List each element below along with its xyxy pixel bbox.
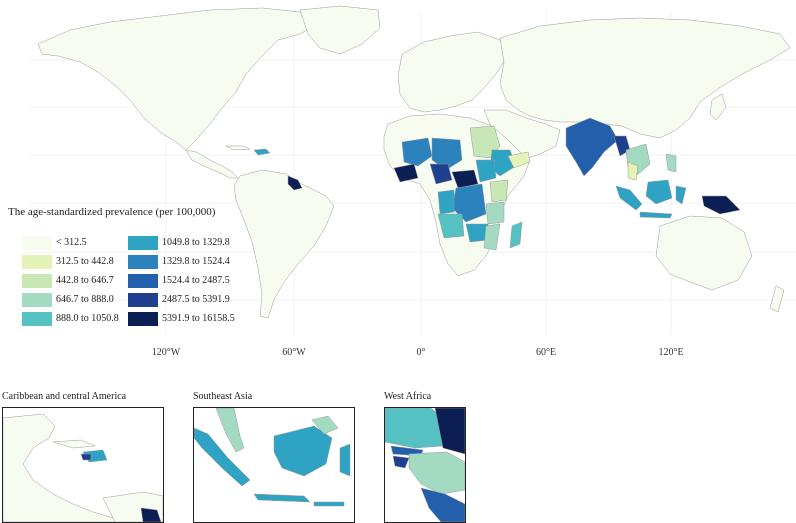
legend-label: 646.7 to 888.0 (56, 294, 114, 305)
inset-map-caribbean (2, 407, 164, 523)
inset-title-caribbean: Caribbean and central America (2, 391, 127, 402)
cote-ghana-region (393, 163, 419, 183)
central-african-region (451, 169, 479, 189)
legend-swatch (128, 312, 158, 326)
guinea-inset (408, 451, 465, 495)
europe-landmass (397, 31, 507, 113)
mozambique-region (483, 223, 501, 251)
longitude-label: 0° (416, 347, 426, 358)
thailand-region (627, 161, 639, 181)
philippines (665, 153, 677, 173)
legend-swatch (128, 236, 158, 250)
legend-label: 1329.8 to 1524.4 (162, 256, 230, 267)
world-map (30, 5, 796, 335)
west-sahel-region (401, 137, 433, 167)
greenland-landmass (299, 5, 381, 55)
legend-title: The age-standardized prevalence (per 100… (8, 206, 216, 218)
gabon-congo-region (437, 189, 455, 215)
cuba (52, 439, 96, 449)
sabah-inset (311, 415, 339, 435)
sulawesi-inset (339, 443, 351, 477)
sierra-leone-inset (420, 487, 465, 522)
caribbean-islands (225, 145, 251, 151)
inset-map-west-africa (384, 407, 466, 523)
legend-swatch (128, 255, 158, 269)
sulawesi (675, 185, 687, 205)
legend-label: 888.0 to 1050.8 (56, 313, 119, 324)
south-sudan-region (475, 159, 497, 183)
new-zealand (769, 285, 785, 313)
legend-label: 5391.9 to 16158.5 (162, 313, 235, 324)
central-america-landmass (185, 149, 239, 179)
new-guinea (701, 195, 741, 215)
sumatra (615, 185, 643, 211)
inset-title-west-africa: West Africa (384, 391, 432, 402)
legend-label: 1524.4 to 2487.5 (162, 275, 230, 286)
legend-label: 312.5 to 442.8 (56, 256, 114, 267)
hispaniola (253, 148, 271, 156)
lesser-sunda-inset (313, 501, 345, 507)
sumatra-inset (194, 427, 251, 487)
borneo (645, 179, 673, 205)
angola-region (437, 213, 465, 239)
malay-peninsula-inset (215, 408, 245, 453)
niger-chad-region (431, 137, 463, 171)
java-inset (253, 493, 311, 503)
legend-label: 2487.5 to 5391.9 (162, 294, 230, 305)
horn-region (507, 151, 531, 169)
inset-caribbean-svg (3, 413, 163, 522)
legend-swatch (22, 255, 52, 269)
legend-swatch (22, 312, 52, 326)
australia-landmass (655, 215, 753, 291)
asia-landmass (499, 17, 791, 139)
tanzania-region (485, 201, 505, 225)
borneo-inset (273, 425, 333, 477)
longitude-label: 60°W (282, 347, 306, 358)
madagascar (509, 221, 523, 249)
india-region (565, 117, 619, 177)
inset-west-africa-svg (385, 408, 465, 522)
haiti-inset (80, 453, 92, 461)
nigeria-region (429, 163, 453, 185)
legend-label: < 312.5 (56, 237, 87, 248)
java (639, 211, 673, 219)
mali-inset (434, 408, 465, 455)
longitude-label: 120°E (658, 347, 684, 358)
inset-title-southeast-asia: Southeast Asia (193, 391, 253, 402)
longitude-label: 60°E (535, 347, 557, 358)
legend-label: 442.8 to 646.7 (56, 275, 114, 286)
longitude-label: 120°W (151, 347, 181, 358)
legend-swatch (128, 274, 158, 288)
south-america-landmass (233, 169, 335, 319)
guiana-region (287, 175, 303, 191)
inset-map-southeast-asia (193, 407, 355, 523)
guinea-bissau-inset (392, 455, 410, 469)
legend-swatch (128, 293, 158, 307)
legend-label: 1049.8 to 1329.8 (162, 237, 230, 248)
japan (709, 93, 727, 121)
legend-swatch (22, 236, 52, 250)
kenya-region (489, 179, 509, 203)
legend-swatch (22, 293, 52, 307)
legend-swatch (22, 274, 52, 288)
guiana-inset (140, 507, 162, 522)
inset-southeast-asia-svg (194, 408, 351, 507)
north-america-landmass (37, 7, 319, 151)
